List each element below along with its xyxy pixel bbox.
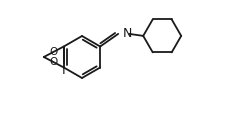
Text: N: N xyxy=(123,27,132,40)
Text: O: O xyxy=(49,47,57,57)
Text: O: O xyxy=(49,57,57,67)
Text: I: I xyxy=(62,64,66,78)
